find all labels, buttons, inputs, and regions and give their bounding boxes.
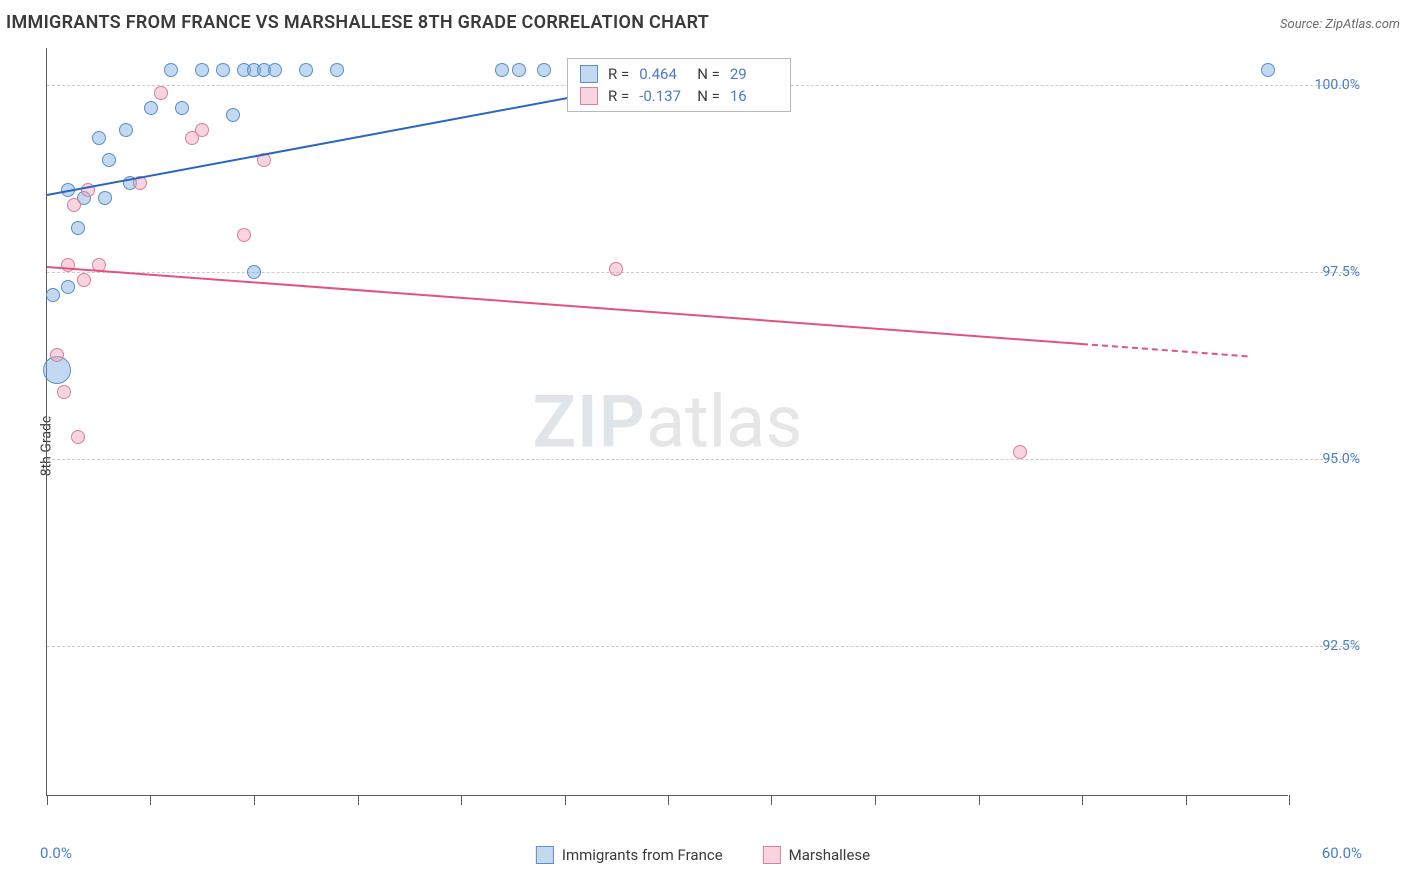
regression-line-dashed [1082, 343, 1248, 357]
scatter-point [164, 63, 178, 77]
x-axis-min-label: 0.0% [40, 844, 72, 862]
scatter-point [71, 221, 85, 235]
y-tick-label: 97.5% [1322, 264, 1360, 280]
scatter-point [268, 63, 282, 77]
legend-swatch-france [536, 846, 554, 864]
y-tick-label: 100.0% [1315, 77, 1360, 93]
stats-r-label: R = [608, 87, 629, 105]
x-tick [875, 795, 876, 805]
scatter-point [237, 228, 251, 242]
legend-label-marshallese: Marshallese [789, 846, 870, 864]
x-tick [668, 795, 669, 805]
plot-area: ZIPatlas 100.0%97.5%95.0%92.5%R =0.464N … [46, 48, 1288, 796]
chart-header: IMMIGRANTS FROM FRANCE VS MARSHALLESE 8T… [6, 12, 1400, 33]
scatter-point [61, 280, 75, 294]
stats-swatch [580, 87, 598, 105]
stats-n-label: N = [697, 87, 720, 105]
scatter-point [537, 63, 551, 77]
x-tick [1289, 795, 1290, 805]
x-tick [1082, 795, 1083, 805]
scatter-point [98, 191, 112, 205]
scatter-point [1013, 445, 1027, 459]
scatter-point [175, 101, 189, 115]
stats-n-value: 16 [730, 87, 778, 105]
stats-r-value: 0.464 [639, 65, 687, 83]
scatter-point [71, 430, 85, 444]
x-tick [1186, 795, 1187, 805]
stats-n-value: 29 [730, 65, 778, 83]
chart-title: IMMIGRANTS FROM FRANCE VS MARSHALLESE 8T… [6, 12, 709, 33]
gridline [47, 272, 1358, 273]
legend-item-france: Immigrants from France [536, 846, 723, 864]
scatter-point [77, 273, 91, 287]
scatter-point [102, 153, 116, 167]
y-tick-label: 95.0% [1322, 451, 1360, 467]
x-tick [254, 795, 255, 805]
x-tick [979, 795, 980, 805]
scatter-point [216, 63, 230, 77]
scatter-point [247, 265, 261, 279]
x-tick [565, 795, 566, 805]
stats-row: R = -0.137 N = 16 [580, 87, 778, 105]
scatter-point [92, 131, 106, 145]
scatter-point [512, 63, 526, 77]
scatter-point [195, 123, 209, 137]
scatter-point [144, 101, 158, 115]
scatter-point [57, 385, 71, 399]
scatter-point [50, 348, 64, 362]
scatter-point [1261, 63, 1275, 77]
scatter-point [609, 262, 623, 276]
watermark-zip: ZIP [532, 379, 645, 464]
x-axis-max-label: 60.0% [1322, 844, 1362, 862]
x-tick [358, 795, 359, 805]
scatter-point [195, 63, 209, 77]
stats-n-label: N = [697, 65, 720, 83]
x-tick [150, 795, 151, 805]
stats-r-value: -0.137 [639, 87, 687, 105]
legend-item-marshallese: Marshallese [763, 846, 870, 864]
stats-row: R = 0.464 N = 29 [580, 65, 778, 83]
watermark: ZIPatlas [532, 379, 802, 464]
scatter-point [67, 198, 81, 212]
gridline [47, 459, 1358, 460]
x-tick [771, 795, 772, 805]
gridline [47, 646, 1358, 647]
scatter-point [46, 288, 60, 302]
stats-swatch [580, 65, 598, 83]
stats-box: R = 0.464 N = 29 R = -0.137 N = 16 [567, 58, 791, 112]
y-tick-label: 92.5% [1322, 638, 1360, 654]
x-tick [461, 795, 462, 805]
legend-swatch-marshallese [763, 846, 781, 864]
watermark-atlas: atlas [646, 379, 803, 464]
scatter-point [154, 86, 168, 100]
scatter-point [119, 123, 133, 137]
scatter-point [226, 108, 240, 122]
legend-label-france: Immigrants from France [562, 846, 723, 864]
chart-source: Source: ZipAtlas.com [1280, 17, 1400, 32]
scatter-point [330, 63, 344, 77]
regression-line [47, 266, 1082, 345]
stats-r-label: R = [608, 65, 629, 83]
legend: Immigrants from France Marshallese [536, 846, 870, 864]
scatter-point [495, 63, 509, 77]
scatter-point [299, 63, 313, 77]
x-tick [47, 795, 48, 805]
